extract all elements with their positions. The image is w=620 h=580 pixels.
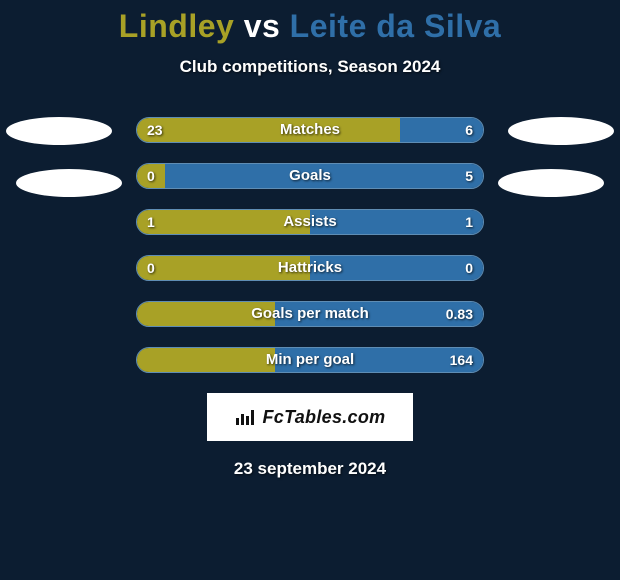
stat-bar: Assists11 xyxy=(136,209,484,235)
player1-fill xyxy=(137,256,310,280)
comparison-title: Lindley vs Leite da Silva xyxy=(0,0,620,45)
stat-bar: Goals05 xyxy=(136,163,484,189)
stats-area: Matches236 Goals05 Assists11 Hattricks00 Goa… xyxy=(0,117,620,373)
bars-icon xyxy=(235,408,257,426)
vs-text: vs xyxy=(244,8,281,44)
fctables-logo: FcTables.com xyxy=(207,393,413,441)
stat-bar: Matches236 xyxy=(136,117,484,143)
player2-fill xyxy=(165,164,483,188)
player1-photo-top xyxy=(6,117,112,145)
player2-name: Leite da Silva xyxy=(290,8,502,44)
player1-name: Lindley xyxy=(119,8,235,44)
logo-text: FcTables.com xyxy=(263,407,386,428)
player1-fill xyxy=(137,302,275,326)
date: 23 september 2024 xyxy=(0,459,620,479)
player2-fill xyxy=(310,256,483,280)
player2-fill xyxy=(275,348,483,372)
player2-fill xyxy=(310,210,483,234)
player2-fill xyxy=(400,118,483,142)
bars-container: Matches236 Goals05 Assists11 Hattricks00 Goa… xyxy=(136,117,484,373)
stat-bar: Min per goal164 xyxy=(136,347,484,373)
subtitle: Club competitions, Season 2024 xyxy=(0,57,620,77)
player2-photo-top xyxy=(508,117,614,145)
stat-bar: Goals per match0.83 xyxy=(136,301,484,327)
player1-fill xyxy=(137,118,400,142)
stat-bar: Hattricks00 xyxy=(136,255,484,281)
player1-fill xyxy=(137,164,165,188)
player2-fill xyxy=(275,302,483,326)
player1-fill xyxy=(137,348,275,372)
player1-photo-bottom xyxy=(16,169,122,197)
player1-fill xyxy=(137,210,310,234)
player2-photo-bottom xyxy=(498,169,604,197)
